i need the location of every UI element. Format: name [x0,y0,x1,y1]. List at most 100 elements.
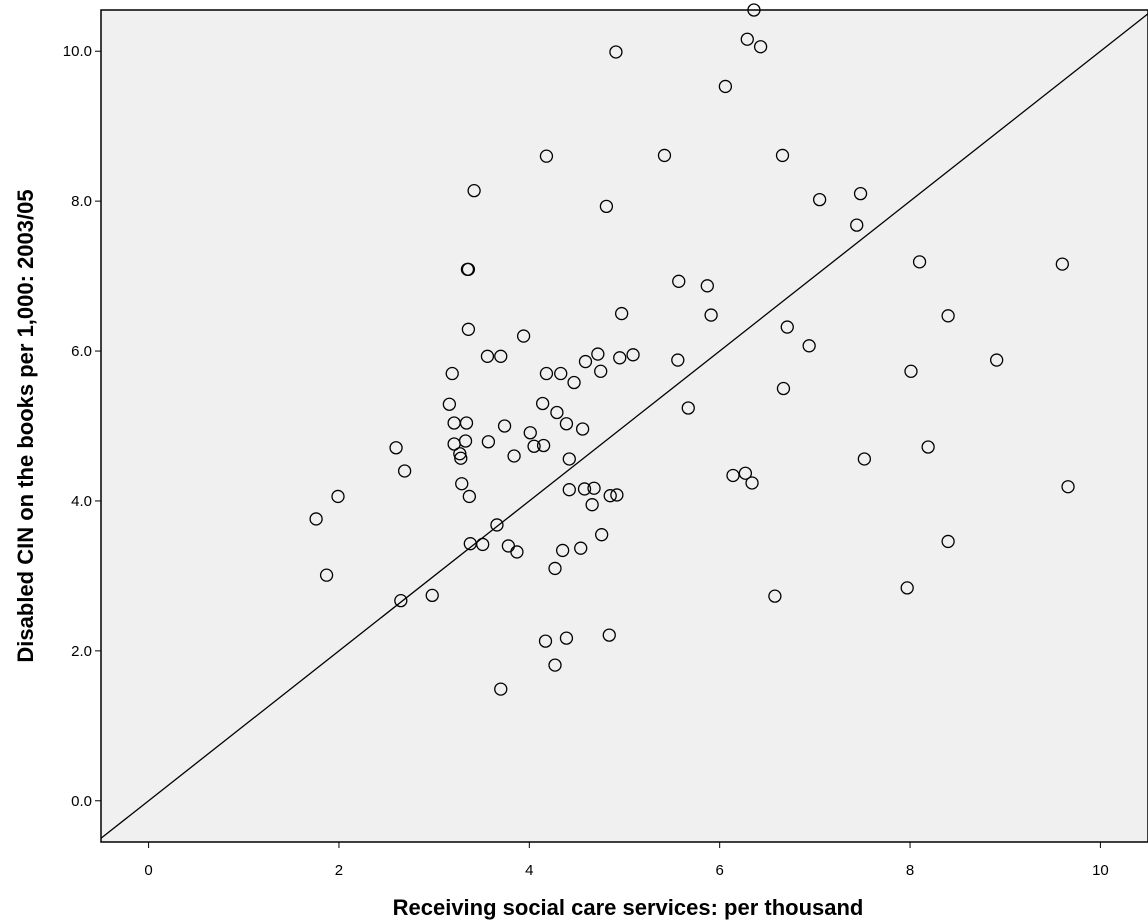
data-point [548,658,562,672]
data-point [609,45,623,59]
data-point [853,186,868,201]
x-tick-label: 2 [335,862,343,879]
data-point [753,40,768,54]
data-point [559,417,574,431]
data-point [614,306,629,321]
data-point [445,366,459,381]
data-point [575,422,590,436]
data-point [671,353,685,367]
data-point [516,329,531,343]
data-point [527,439,541,453]
data-point [857,452,872,466]
data-point [591,347,605,361]
data-point [539,149,554,163]
data-point [458,434,473,448]
data-point [594,364,608,378]
data-point [747,3,761,17]
data-point [900,581,914,595]
data-point [578,354,593,369]
data-point [461,322,476,336]
data-point [921,440,935,454]
data-point [595,528,609,542]
y-axis-title: Disabled CIN on the books per 1,000: 200… [13,189,38,662]
data-point [904,364,918,378]
data-point [523,426,537,440]
reference-line [100,13,1148,839]
data-point [510,545,524,559]
x-tick-label: 8 [906,862,914,879]
data-point [550,405,564,420]
data-point [587,481,601,495]
data-point [397,464,412,478]
data-point [554,366,568,381]
data-point [941,534,955,549]
data-point [1061,480,1075,494]
data-point [497,419,512,433]
data-point [768,589,782,603]
data-point [681,401,695,415]
data-point [610,488,624,502]
data-point [1055,257,1069,271]
x-tick-label: 6 [716,862,724,879]
data-point [704,308,718,322]
data-point [462,489,477,504]
data-point [780,320,794,334]
data-point [912,255,927,269]
data-point [535,396,550,411]
data-point [331,489,345,504]
data-point [490,518,504,532]
data-point [745,476,759,490]
data-point [461,262,476,276]
data-point [574,541,588,555]
y-tick-label: 10.0 [63,43,92,60]
data-point [657,148,672,163]
y-axis: 0.0 2.0 4.0 6.0 8.0 10.0 [63,43,101,810]
data-point [562,452,576,466]
data-point [507,449,521,463]
data-point [442,397,457,411]
data-point [672,274,686,288]
data-point [476,537,490,552]
data-point [990,353,1004,367]
data-point [613,351,627,365]
data-point [700,279,714,293]
x-tick-label: 0 [144,862,152,879]
data-point [539,366,554,381]
y-tick-label: 2.0 [71,643,92,660]
data-point [548,561,562,576]
data-point [603,489,617,503]
data-point [726,468,740,483]
x-tick-label: 10 [1092,862,1109,879]
data-point [740,32,754,46]
data-point [467,183,481,198]
data-point [599,199,614,214]
reference-line-group [100,13,1148,839]
data-point [309,512,323,526]
data-point [941,309,955,323]
data-point [812,192,827,207]
data-point [494,682,508,696]
data-point [494,349,508,363]
data-point [453,447,467,461]
data-point [389,441,403,455]
data-point [562,483,576,497]
data-point [394,593,408,608]
data-point [585,498,599,512]
y-tick-label: 0.0 [71,793,92,810]
data-point [536,438,551,453]
data-point [567,375,581,390]
y-tick-label: 6.0 [71,343,92,360]
data-point [459,416,474,430]
data-point [776,381,791,396]
data-point [626,348,640,362]
data-point [455,477,469,491]
data-point [802,339,816,353]
data-point [718,79,733,94]
data-point [454,451,468,465]
data-point [577,482,592,496]
data-point [775,148,790,163]
data-point [425,588,439,603]
y-tick-label: 8.0 [71,193,92,210]
data-point [538,634,553,648]
